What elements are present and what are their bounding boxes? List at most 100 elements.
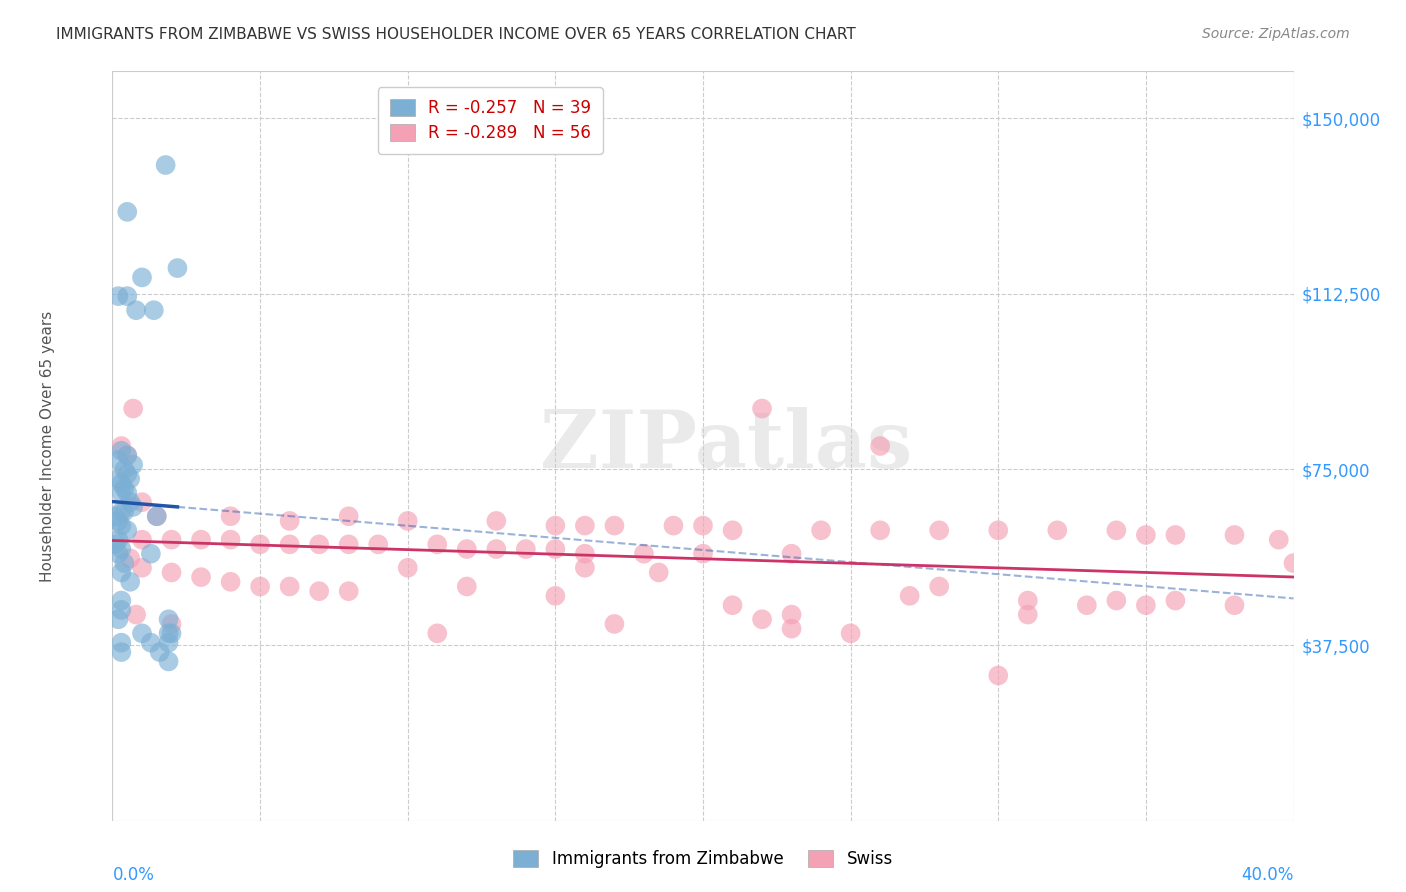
Point bbox=[160, 566, 183, 580]
Point bbox=[157, 626, 180, 640]
Point bbox=[146, 509, 169, 524]
Point bbox=[104, 509, 127, 524]
Point bbox=[1164, 593, 1187, 607]
Point bbox=[308, 584, 330, 599]
Point bbox=[110, 505, 132, 519]
Point bbox=[157, 655, 180, 669]
Point bbox=[647, 566, 671, 580]
Point bbox=[190, 533, 212, 547]
Point bbox=[131, 270, 153, 285]
Point bbox=[1076, 599, 1098, 613]
Point bbox=[107, 289, 129, 303]
Point bbox=[396, 514, 419, 528]
Point bbox=[107, 533, 129, 547]
Point bbox=[751, 612, 773, 626]
Point bbox=[112, 556, 135, 570]
Point bbox=[112, 505, 135, 519]
Point bbox=[122, 458, 145, 472]
Point bbox=[249, 580, 271, 594]
Point bbox=[120, 574, 142, 589]
Point bbox=[780, 547, 803, 561]
Point bbox=[219, 574, 242, 589]
Point bbox=[278, 537, 301, 551]
Point bbox=[692, 518, 714, 533]
Point bbox=[1135, 528, 1157, 542]
Point bbox=[987, 523, 1010, 537]
Point bbox=[456, 542, 478, 557]
Point bbox=[155, 158, 177, 172]
Point bbox=[1017, 607, 1039, 622]
Point bbox=[869, 439, 891, 453]
Point bbox=[544, 589, 567, 603]
Point bbox=[139, 635, 162, 649]
Point bbox=[1223, 528, 1246, 542]
Point bbox=[367, 537, 389, 551]
Text: 0.0%: 0.0% bbox=[112, 865, 155, 884]
Point bbox=[107, 547, 129, 561]
Point bbox=[928, 523, 950, 537]
Point bbox=[692, 547, 714, 561]
Point bbox=[544, 518, 567, 533]
Point bbox=[125, 303, 148, 318]
Point bbox=[396, 561, 419, 575]
Point bbox=[110, 485, 132, 500]
Point bbox=[120, 551, 142, 566]
Point bbox=[574, 518, 596, 533]
Point bbox=[751, 401, 773, 416]
Point bbox=[110, 593, 132, 607]
Point bbox=[110, 566, 132, 580]
Point bbox=[104, 537, 127, 551]
Point bbox=[1135, 599, 1157, 613]
Point bbox=[426, 537, 449, 551]
Point bbox=[603, 518, 626, 533]
Point bbox=[278, 580, 301, 594]
Point bbox=[110, 635, 132, 649]
Point bbox=[721, 599, 744, 613]
Text: Source: ZipAtlas.com: Source: ZipAtlas.com bbox=[1202, 27, 1350, 41]
Point bbox=[117, 289, 138, 303]
Point bbox=[1282, 556, 1305, 570]
Point bbox=[110, 603, 132, 617]
Point bbox=[117, 523, 138, 537]
Legend: R = -0.257   N = 39, R = -0.289   N = 56: R = -0.257 N = 39, R = -0.289 N = 56 bbox=[378, 87, 603, 153]
Point bbox=[1105, 593, 1128, 607]
Point bbox=[131, 561, 153, 575]
Point bbox=[110, 476, 132, 491]
Point bbox=[157, 635, 180, 649]
Point bbox=[157, 612, 180, 626]
Point bbox=[485, 514, 508, 528]
Point bbox=[633, 547, 655, 561]
Point bbox=[987, 668, 1010, 682]
Point bbox=[160, 533, 183, 547]
Point bbox=[131, 533, 153, 547]
Point bbox=[110, 443, 132, 458]
Point bbox=[1268, 533, 1291, 547]
Point bbox=[574, 547, 596, 561]
Point bbox=[337, 584, 360, 599]
Point bbox=[426, 626, 449, 640]
Point bbox=[898, 589, 921, 603]
Point bbox=[117, 449, 138, 463]
Text: 40.0%: 40.0% bbox=[1241, 865, 1294, 884]
Point bbox=[117, 205, 138, 219]
Point bbox=[149, 645, 172, 659]
Point bbox=[160, 626, 183, 640]
Point bbox=[780, 607, 803, 622]
Point bbox=[117, 449, 138, 463]
Point bbox=[544, 542, 567, 557]
Point bbox=[839, 626, 862, 640]
Point bbox=[110, 518, 132, 533]
Point bbox=[120, 495, 142, 509]
Point bbox=[337, 537, 360, 551]
Point bbox=[278, 514, 301, 528]
Point bbox=[337, 509, 360, 524]
Point bbox=[122, 401, 145, 416]
Text: ZIPatlas: ZIPatlas bbox=[540, 407, 912, 485]
Point bbox=[485, 542, 508, 557]
Point bbox=[219, 533, 242, 547]
Point bbox=[160, 617, 183, 632]
Point bbox=[456, 580, 478, 594]
Point bbox=[249, 537, 271, 551]
Point bbox=[1223, 599, 1246, 613]
Point bbox=[1164, 528, 1187, 542]
